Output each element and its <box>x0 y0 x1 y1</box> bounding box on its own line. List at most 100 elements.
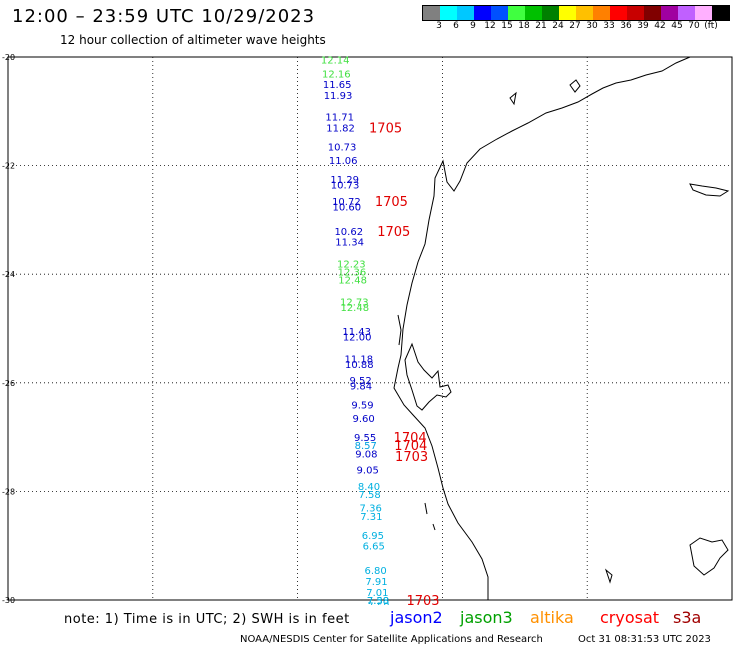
wave-height-label: 12.36 <box>338 267 367 278</box>
wave-height-label: 11.18 <box>345 354 374 365</box>
longitude-label: 111 <box>290 604 305 605</box>
wave-height-label: 12.23 <box>337 259 366 270</box>
longitude-label: 108 <box>145 604 160 605</box>
legend-swatch <box>661 6 678 20</box>
legend-label: 27 <box>569 21 581 31</box>
wave-height-label: 8.57 <box>355 441 377 452</box>
legend-label: 18 <box>518 21 530 31</box>
legend-swatch <box>423 6 440 20</box>
wave-height-label: 12.00 <box>343 333 372 344</box>
wave-height-label: 7.58 <box>358 490 380 501</box>
pass-time-label: 1705 <box>377 225 410 240</box>
latitude-label: -28 <box>2 487 15 496</box>
wave-height-label: 7.91 <box>365 577 387 588</box>
pass-time-label: 1704 <box>394 439 427 454</box>
legend-label: 30 <box>586 21 598 31</box>
satellite-s3a-label: s3a <box>673 608 702 627</box>
legend-swatch <box>457 6 474 20</box>
wave-height-label: 9.55 <box>354 433 376 444</box>
pass-time-label: 1704 <box>394 431 427 446</box>
latitude-label: -22 <box>2 162 15 171</box>
pass-time-label: 1703 <box>406 594 439 605</box>
wave-height-label: 10.73 <box>331 181 360 192</box>
legend-swatch <box>440 6 457 20</box>
wave-height-label: 12.73 <box>340 297 369 308</box>
legend-label: 3 <box>436 21 442 31</box>
legend-swatch <box>542 6 559 20</box>
pass-time-label: 1705 <box>375 195 408 210</box>
wave-height-label: 7.58 <box>367 596 389 605</box>
island-southeast <box>689 537 729 576</box>
legend-swatch <box>593 6 610 20</box>
wave-height-label: 11.65 <box>323 80 352 91</box>
wave-height-label: 12.14 <box>321 56 350 67</box>
legend-label: (ft) <box>704 21 718 31</box>
wave-height-label: 10.73 <box>328 143 357 154</box>
wave-height-label: 11.29 <box>330 175 359 186</box>
pass-time-label: 1703 <box>395 450 428 465</box>
wave-height-label: 6.65 <box>363 542 385 553</box>
longitude-label: 105 <box>0 604 15 605</box>
legend-swatch <box>610 6 627 20</box>
longitude-label: 117 <box>580 604 595 605</box>
color-scale-labels: 3 6 9 12 15 18 21 24 27 30 33 36 39 42 45 70 (ft) <box>422 21 740 33</box>
footer-note: note: 1) Time is in UTC; 2) SWH is in fe… <box>64 612 350 627</box>
wave-height-label: 11.93 <box>324 91 353 102</box>
wave-height-label: 7.38 <box>367 596 389 605</box>
color-scale-legend <box>422 5 730 21</box>
island-coastal <box>432 523 436 531</box>
legend-label: 39 <box>637 21 649 31</box>
wave-height-label: 7.01 <box>366 588 388 599</box>
satellite-jason3-label: jason3 <box>460 608 513 627</box>
legend-label: 42 <box>654 21 666 31</box>
wave-height-label: 10.62 <box>334 227 363 238</box>
shark-bay-coast <box>404 342 452 411</box>
legend-swatch <box>678 6 695 20</box>
wave-height-label: 11.06 <box>329 156 358 167</box>
wave-height-label: 6.80 <box>365 566 387 577</box>
wave-height-label: 12.16 <box>322 69 351 80</box>
legend-label: 21 <box>535 21 547 31</box>
legend-swatch <box>559 6 576 20</box>
wave-height-label: 9.05 <box>357 466 379 477</box>
latitude-label: -26 <box>2 379 15 388</box>
wave-height-label: 8.40 <box>358 482 380 493</box>
wave-height-label: 10.72 <box>332 197 361 208</box>
legend-swatch <box>695 6 712 20</box>
legend-label: 12 <box>484 21 496 31</box>
legend-label: 45 <box>671 21 683 31</box>
coastline <box>393 56 691 600</box>
latitude-label: -30 <box>2 596 15 605</box>
satellite-jason2-label: jason2 <box>390 608 443 627</box>
legend-swatch <box>712 6 729 20</box>
longitude-label: 120 <box>724 604 739 605</box>
wave-height-label: 12.48 <box>340 303 369 314</box>
footer-credit: NOAA/NESDIS Center for Satellite Applica… <box>240 634 543 645</box>
wave-height-label: 9.52 <box>349 376 371 387</box>
legend-swatch <box>644 6 661 20</box>
footer-timestamp: Oct 31 08:31:53 UTC 2023 <box>578 634 711 645</box>
wave-height-label: 7.31 <box>360 512 382 523</box>
wave-height-label: 10.60 <box>333 202 362 213</box>
wave-height-label: 9.60 <box>352 414 374 425</box>
wave-height-label: 9.08 <box>355 449 377 460</box>
legend-label: 36 <box>620 21 632 31</box>
pass-time-label: 1705 <box>369 122 402 137</box>
legend-label: 24 <box>552 21 564 31</box>
island-south <box>604 568 613 584</box>
satellite-cryosat-label: cryosat <box>600 608 660 627</box>
dirk-hartog-island <box>397 314 402 346</box>
legend-label: 33 <box>603 21 615 31</box>
legend-label: 6 <box>453 21 459 31</box>
legend-swatch <box>576 6 593 20</box>
wave-height-label: 7.36 <box>360 504 382 515</box>
legend-swatch <box>525 6 542 20</box>
legend-label: 9 <box>470 21 476 31</box>
latitude-label: -24 <box>2 270 15 279</box>
legend-swatch <box>508 6 525 20</box>
wave-height-label: 9.59 <box>351 401 373 412</box>
wave-height-label: 11.43 <box>342 327 371 338</box>
latitude-label: -20 <box>2 53 15 62</box>
map-frame <box>7 56 733 601</box>
wave-height-label: 10.88 <box>345 360 374 371</box>
